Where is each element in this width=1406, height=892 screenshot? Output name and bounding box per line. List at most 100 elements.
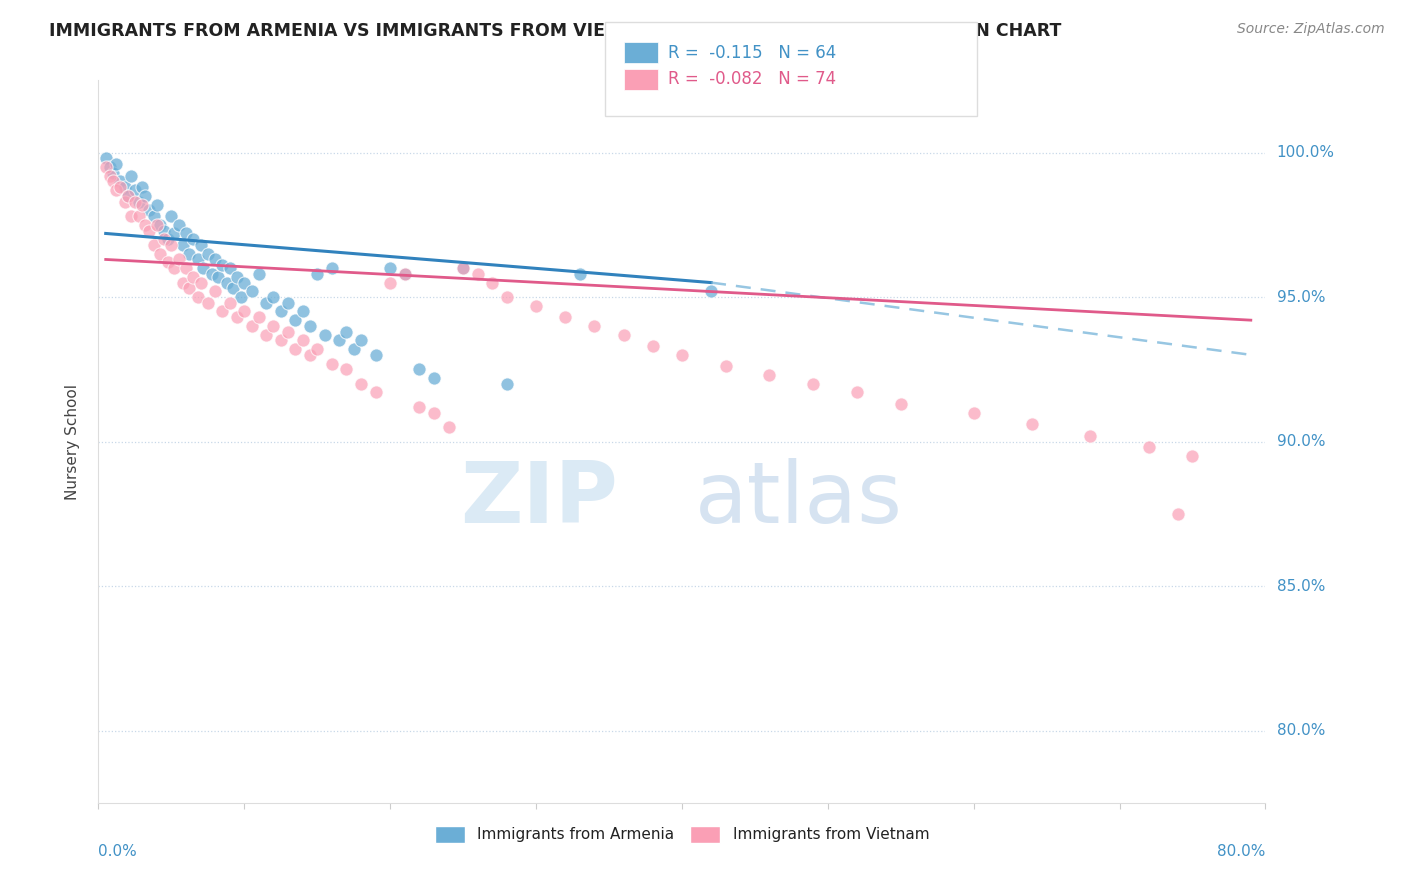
Point xyxy=(671,348,693,362)
Point xyxy=(254,295,277,310)
Point xyxy=(98,169,121,183)
Point xyxy=(423,406,446,420)
Point xyxy=(277,325,299,339)
Point xyxy=(211,258,233,272)
Point xyxy=(134,189,156,203)
Point xyxy=(138,223,160,237)
Point xyxy=(451,261,474,276)
Text: R =  -0.115   N = 64: R = -0.115 N = 64 xyxy=(668,44,837,62)
Point xyxy=(335,325,357,339)
Point xyxy=(211,304,233,318)
Point xyxy=(233,304,256,318)
Point xyxy=(277,295,299,310)
Point xyxy=(160,209,183,223)
Point xyxy=(128,209,150,223)
Point xyxy=(177,246,200,260)
Point xyxy=(177,281,200,295)
Point xyxy=(157,232,180,246)
Text: 80.0%: 80.0% xyxy=(1218,845,1265,860)
Point xyxy=(380,261,402,276)
Point xyxy=(307,267,329,281)
Point xyxy=(437,420,460,434)
Point xyxy=(321,261,343,276)
Point xyxy=(138,203,160,218)
Point xyxy=(408,362,430,376)
Point xyxy=(153,232,176,246)
Text: Source: ZipAtlas.com: Source: ZipAtlas.com xyxy=(1237,22,1385,37)
Point xyxy=(187,252,209,267)
Point xyxy=(131,180,153,194)
Point xyxy=(1080,429,1102,443)
Text: 95.0%: 95.0% xyxy=(1277,290,1324,304)
Point xyxy=(193,261,215,276)
Point xyxy=(890,397,912,411)
Point xyxy=(524,299,547,313)
Point xyxy=(240,285,263,299)
Point xyxy=(247,267,270,281)
Point xyxy=(284,342,307,356)
Text: 0.0%: 0.0% xyxy=(98,845,138,860)
Text: ZIP: ZIP xyxy=(460,458,617,541)
Point xyxy=(117,189,139,203)
Text: IMMIGRANTS FROM ARMENIA VS IMMIGRANTS FROM VIETNAM NURSERY SCHOOL CORRELATION CH: IMMIGRANTS FROM ARMENIA VS IMMIGRANTS FR… xyxy=(49,22,1062,40)
Point xyxy=(298,348,321,362)
Point xyxy=(117,189,139,203)
Point xyxy=(641,339,664,353)
Point xyxy=(104,157,127,171)
Point xyxy=(104,183,127,197)
Point xyxy=(146,218,169,232)
Point xyxy=(114,194,136,209)
Point xyxy=(190,238,212,252)
Point xyxy=(270,334,292,348)
Point xyxy=(467,267,489,281)
Point xyxy=(343,342,366,356)
Point xyxy=(231,290,253,304)
Point xyxy=(167,218,190,232)
Point xyxy=(124,183,146,197)
Point xyxy=(554,310,576,325)
Point xyxy=(380,276,402,290)
Point xyxy=(583,318,606,333)
Point xyxy=(314,327,336,342)
Point xyxy=(350,376,373,391)
Point xyxy=(101,166,124,180)
Point xyxy=(496,376,519,391)
Text: R =  -0.082   N = 74: R = -0.082 N = 74 xyxy=(668,70,837,88)
Point xyxy=(204,285,226,299)
Point xyxy=(160,238,183,252)
Point xyxy=(451,261,474,276)
Point xyxy=(94,151,117,165)
Point xyxy=(307,342,329,356)
Point xyxy=(197,246,219,260)
Point xyxy=(298,318,321,333)
Point xyxy=(291,304,314,318)
Point xyxy=(197,295,219,310)
Point xyxy=(149,246,172,260)
Point xyxy=(142,238,165,252)
Point xyxy=(226,269,249,284)
Point xyxy=(394,267,416,281)
Point xyxy=(110,180,132,194)
Point xyxy=(262,318,284,333)
Point xyxy=(284,313,307,327)
Point xyxy=(758,368,780,382)
Point xyxy=(181,269,204,284)
Point xyxy=(408,400,430,414)
Text: 100.0%: 100.0% xyxy=(1277,145,1334,160)
Point xyxy=(496,290,519,304)
Point xyxy=(174,227,197,241)
Point xyxy=(215,276,238,290)
Point xyxy=(700,285,723,299)
Point xyxy=(94,160,117,174)
Point xyxy=(114,180,136,194)
Point xyxy=(364,385,387,400)
Point xyxy=(714,359,737,374)
Point xyxy=(167,252,190,267)
Text: 80.0%: 80.0% xyxy=(1277,723,1324,738)
Point xyxy=(481,276,503,290)
Point xyxy=(254,327,277,342)
Point xyxy=(120,169,142,183)
Point xyxy=(201,267,224,281)
Point xyxy=(218,295,240,310)
Point xyxy=(153,223,176,237)
